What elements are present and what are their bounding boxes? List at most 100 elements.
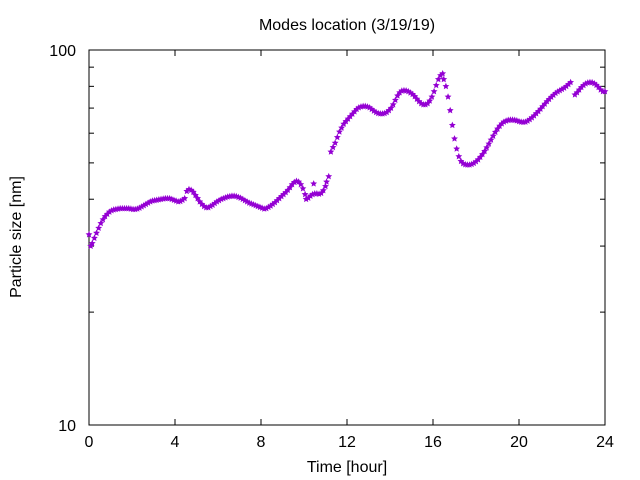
data-point bbox=[282, 188, 290, 196]
data-point bbox=[275, 194, 283, 202]
data-point bbox=[537, 105, 544, 112]
data-point bbox=[219, 194, 227, 202]
data-point bbox=[381, 109, 389, 117]
data-point bbox=[286, 183, 294, 191]
data-point bbox=[90, 234, 98, 242]
data-point bbox=[534, 107, 542, 115]
x-tick-label: 20 bbox=[510, 434, 528, 451]
data-series bbox=[85, 70, 609, 249]
data-point bbox=[560, 84, 568, 91]
data-point bbox=[426, 97, 434, 104]
data-point bbox=[222, 194, 229, 201]
x-tick-label: 4 bbox=[171, 434, 180, 451]
data-point bbox=[580, 81, 587, 89]
data-point bbox=[336, 128, 343, 135]
data-point bbox=[144, 199, 152, 206]
data-point bbox=[573, 88, 581, 96]
data-point bbox=[217, 195, 225, 203]
data-point bbox=[97, 219, 105, 227]
data-point bbox=[269, 200, 277, 208]
data-point bbox=[389, 101, 397, 108]
data-point bbox=[577, 83, 585, 91]
data-point bbox=[396, 88, 404, 96]
data-point bbox=[582, 80, 590, 87]
y-axis: 10 100 bbox=[49, 43, 605, 435]
data-point bbox=[302, 195, 310, 203]
data-point bbox=[565, 80, 572, 88]
data-point bbox=[526, 115, 534, 123]
data-point bbox=[428, 93, 436, 100]
data-point bbox=[387, 104, 395, 111]
data-point bbox=[209, 201, 217, 208]
data-point bbox=[472, 157, 480, 165]
data-point bbox=[346, 112, 354, 120]
data-point bbox=[338, 124, 346, 131]
data-point bbox=[290, 178, 298, 186]
data-point bbox=[530, 112, 538, 119]
data-point bbox=[322, 182, 329, 190]
data-point bbox=[204, 203, 212, 211]
data-point bbox=[394, 92, 401, 99]
data-point bbox=[522, 118, 529, 125]
data-point bbox=[353, 105, 361, 113]
data-point bbox=[545, 95, 553, 103]
data-point bbox=[385, 106, 393, 114]
y-tick-label: 100 bbox=[49, 43, 76, 60]
data-point bbox=[301, 190, 309, 198]
data-point bbox=[315, 190, 323, 197]
data-point bbox=[297, 180, 305, 188]
data-point bbox=[451, 135, 458, 142]
data-point bbox=[133, 205, 141, 212]
data-point bbox=[146, 198, 154, 205]
data-point bbox=[329, 143, 337, 151]
data-point bbox=[179, 196, 186, 203]
data-point bbox=[528, 114, 536, 121]
data-point bbox=[136, 204, 143, 211]
data-point bbox=[575, 86, 583, 93]
plot-frame bbox=[88, 49, 606, 426]
y-tick-label: 10 bbox=[58, 418, 76, 435]
data-point bbox=[444, 93, 452, 100]
data-point bbox=[106, 208, 113, 215]
x-tick-label: 16 bbox=[424, 434, 442, 451]
data-point bbox=[549, 91, 557, 99]
data-point bbox=[532, 109, 540, 117]
data-point bbox=[265, 203, 272, 211]
data-point bbox=[424, 99, 432, 107]
x-tick-label: 12 bbox=[338, 434, 356, 451]
data-point bbox=[333, 133, 341, 141]
data-point bbox=[439, 70, 447, 77]
data-point bbox=[85, 230, 93, 238]
data-point bbox=[448, 121, 456, 129]
data-point bbox=[215, 196, 223, 204]
data-point bbox=[344, 115, 352, 122]
data-point bbox=[93, 229, 100, 236]
data-point bbox=[310, 180, 318, 187]
data-point bbox=[288, 180, 296, 188]
data-point bbox=[541, 100, 549, 107]
data-point bbox=[176, 197, 184, 205]
data-point bbox=[307, 192, 314, 199]
data-point bbox=[601, 87, 609, 95]
data-point bbox=[325, 172, 333, 180]
x-tick-label: 0 bbox=[85, 434, 94, 451]
data-point bbox=[468, 160, 476, 168]
data-point bbox=[383, 108, 391, 116]
data-point bbox=[348, 110, 356, 117]
data-point bbox=[103, 210, 111, 218]
data-point bbox=[437, 71, 444, 79]
data-point bbox=[391, 96, 399, 104]
data-point bbox=[556, 86, 564, 94]
data-point bbox=[340, 120, 348, 127]
data-point bbox=[342, 117, 350, 125]
data-point bbox=[299, 184, 307, 192]
data-point bbox=[271, 198, 279, 206]
data-point bbox=[543, 97, 551, 105]
data-point bbox=[496, 122, 504, 129]
data-point bbox=[181, 194, 189, 202]
data-point bbox=[476, 153, 484, 161]
data-point bbox=[539, 102, 547, 110]
data-point bbox=[483, 144, 491, 151]
